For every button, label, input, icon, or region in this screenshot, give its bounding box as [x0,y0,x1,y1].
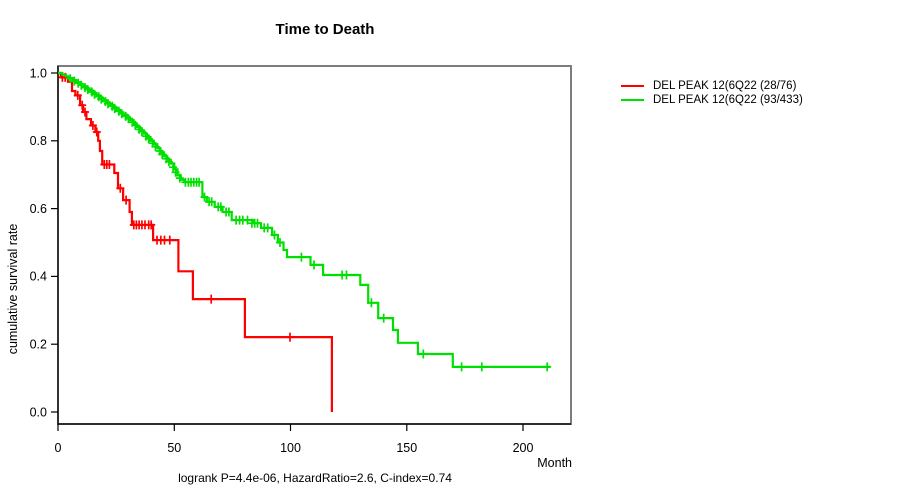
censor-mark [297,252,306,262]
y-tick-label: 1.0 [30,66,47,80]
censor-mark [243,215,252,225]
censor-mark [379,313,388,323]
x-tick-label: 150 [396,441,417,455]
legend-label-group2: DEL PEAK 12(6Q22 (93/433) [653,94,803,106]
censor-mark [110,104,119,114]
legend-entry-group1: DEL PEAK 12(6Q22 (28/76) [621,79,803,93]
y-tick-label: 0.0 [30,405,47,419]
censor-mark [70,76,79,86]
censor-mark [175,173,184,183]
censor-mark [367,298,376,308]
y-tick-label: 0.2 [30,338,47,352]
legend-line-swatch-green [621,98,644,102]
censor-mark [276,238,284,247]
legend-entry-group2: DEL PEAK 12(6Q22 (93/433) [621,93,803,107]
censor-mark [169,162,178,172]
censor-mark [171,167,180,177]
x-axis-label: Month [537,456,572,470]
censor-mark [83,85,92,95]
censor-mark [200,192,209,202]
censor-mark [207,197,216,207]
censor-mark [137,127,146,137]
censor-mark [88,121,97,130]
censor-mark [253,218,262,228]
censor-mark [224,207,233,217]
censor-mark [151,142,160,152]
censor-mark [92,127,101,137]
censor-mark [477,362,486,372]
x-tick-label: 100 [280,441,301,455]
censor-mark [104,99,112,109]
censor-mark [286,332,294,342]
censor-mark [78,100,87,110]
y-axis-label: cumulative survival rate [6,223,20,355]
plot-box [57,65,572,425]
x-tick-label: 0 [55,441,62,455]
censor-mark [144,134,153,144]
censor-mark [73,90,82,100]
censor-mark [90,89,99,99]
censor-mark [216,202,225,212]
censor-mark [207,294,216,304]
y-tick-label: 0.8 [30,134,47,148]
censor-mark [342,270,351,280]
legend: DEL PEAK 12(6Q22 (28/76) DEL PEAK 12(6Q2… [621,79,803,107]
censor-mark [147,220,156,230]
y-tick-label: 0.6 [30,202,47,216]
chart-title: Time to Death [275,21,375,38]
censor-mark [122,195,131,205]
legend-label-group1: DEL PEAK 12(6Q22 (28/76) [653,80,797,92]
x-tick-label: 50 [167,441,181,455]
survival-curve-0 [58,71,333,412]
censor-mark [457,362,466,372]
censor-mark [263,223,272,233]
censor-mark [131,120,140,130]
x-tick-label: 200 [513,441,534,455]
censor-mark [158,149,167,159]
censor-mark [105,160,114,169]
censor-mark [97,94,106,104]
censor-mark [165,235,174,245]
legend-line-swatch-red [621,84,644,88]
axis-lines [57,66,571,425]
censor-mark [543,362,552,372]
censor-mark [270,230,279,240]
censor-mark [195,177,204,187]
censor-mark [116,183,125,193]
censor-mark [310,260,318,270]
censor-mark [164,157,173,167]
censor-mark [81,107,89,117]
y-tick-label: 0.4 [30,270,47,284]
censor-mark [419,349,428,359]
stats-annotation: logrank P=4.4e-06, HazardRatio=2.6, C-in… [178,471,452,485]
